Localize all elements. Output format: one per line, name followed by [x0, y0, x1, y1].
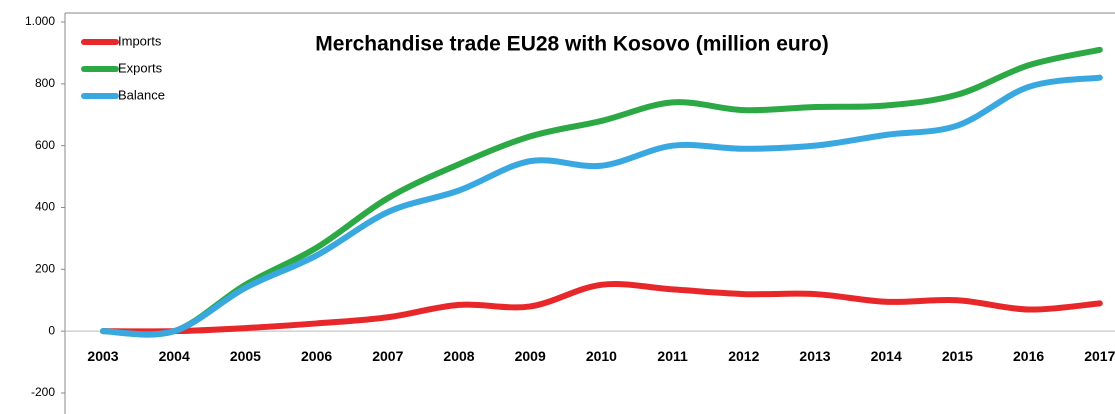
x-tick-label: 2006 [301, 348, 332, 364]
chart-title: Merchandise trade EU28 with Kosovo (mill… [315, 33, 828, 56]
legend-label: Exports [118, 60, 163, 75]
x-tick-label: 2014 [871, 348, 902, 364]
legend-label: Balance [118, 87, 165, 102]
x-tick-label: 2004 [159, 348, 190, 364]
x-tick-label: 2013 [799, 348, 830, 364]
y-tick-label: 200 [35, 262, 55, 276]
series-line [100, 281, 1103, 335]
y-tick-label: -200 [31, 385, 55, 399]
x-tick-label: 2009 [515, 348, 546, 364]
y-tick-label: 800 [35, 76, 55, 90]
y-tick-label: 1.000 [25, 14, 55, 28]
series-line [100, 46, 1103, 338]
x-tick-label: 2010 [586, 348, 617, 364]
series-line [100, 74, 1103, 338]
x-tick-label: 2011 [657, 348, 688, 364]
x-tick-label: 2005 [230, 348, 261, 364]
y-tick-label: 600 [35, 138, 55, 152]
y-tick-label: 0 [48, 323, 55, 337]
legend-label: Imports [118, 33, 162, 48]
x-tick-label: 2003 [87, 348, 118, 364]
x-tick-label: 2015 [942, 348, 973, 364]
y-tick-label: 400 [35, 200, 55, 214]
x-tick-label: 2012 [728, 348, 759, 364]
x-tick-label: 2008 [443, 348, 474, 364]
x-tick-label: 2007 [372, 348, 403, 364]
x-tick-label: 2017 [1084, 348, 1115, 364]
x-tick-label: 2016 [1013, 348, 1044, 364]
